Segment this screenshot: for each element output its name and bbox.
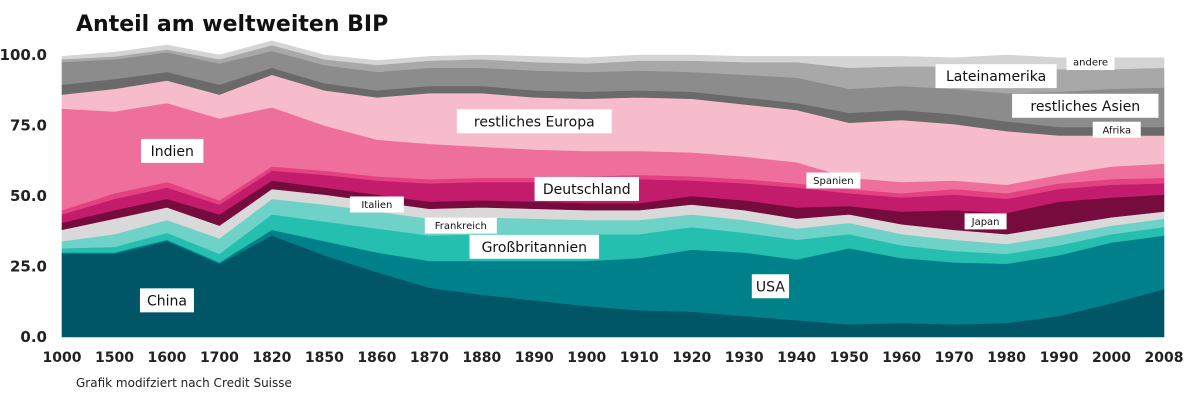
x-tick-label: 1940 [777, 350, 816, 366]
area-andere [61, 40, 1165, 70]
label-text: Afrika [1102, 125, 1131, 136]
series-label-spanien: Spanien [806, 172, 861, 189]
x-tick-label: 1920 [672, 350, 711, 366]
x-tick-label: 1900 [567, 350, 606, 366]
x-tick-label: 1500 [95, 350, 134, 366]
label-box [141, 138, 204, 163]
x-tick-label: 2008 [1145, 350, 1184, 366]
x-tick-label: 1970 [935, 350, 974, 366]
x-tick-label: 1000 [43, 350, 82, 366]
y-tick-label: 75.0 [10, 117, 47, 135]
label-text: Frankreich [435, 221, 487, 232]
label-text: Spanien [813, 176, 853, 187]
label-box [1012, 93, 1159, 118]
series-label-restliches-europa: restliches Europa [456, 109, 612, 134]
label-text: restliches Europa [474, 114, 595, 130]
label-box [935, 64, 1057, 89]
x-tick-label: 1880 [462, 350, 501, 366]
label-box [1066, 54, 1115, 71]
series-label-restliches-asien: restliches Asien [1012, 93, 1159, 118]
label-text: USA [756, 279, 785, 295]
x-tick-label: 1930 [725, 350, 764, 366]
y-axis: 100.0 75.0 50.0 25.0 0.0 [0, 46, 47, 346]
series-label-grossbritannien: Großbritannien [469, 234, 600, 259]
label-text: Indien [151, 144, 194, 160]
x-tick-label: 1820 [252, 350, 291, 366]
label-box [456, 109, 612, 134]
series-label-andere: andere [1066, 54, 1115, 71]
label-text: Großbritannien [482, 240, 587, 256]
label-text: Lateinamerika [946, 69, 1046, 85]
y-tick-label: 50.0 [10, 187, 47, 205]
series-label-deutschland: Deutschland [534, 176, 639, 201]
label-box [534, 176, 639, 201]
series-label-indien: Indien [141, 138, 204, 163]
x-tick-label: 1860 [357, 350, 396, 366]
x-tick-label: 1910 [620, 350, 659, 366]
label-text: Deutschland [543, 182, 631, 198]
series-label-china: China [139, 288, 194, 313]
label-text: andere [1073, 58, 1108, 69]
x-tick-label: 1960 [882, 350, 921, 366]
label-text: China [147, 293, 187, 309]
series-label-frankreich: Frankreich [424, 217, 497, 234]
label-box [139, 288, 194, 313]
x-tick-label: 1870 [410, 350, 449, 366]
series-label-lateinamerika: Lateinamerika [935, 64, 1057, 89]
label-box [751, 274, 790, 299]
label-text: restliches Asien [1030, 99, 1140, 115]
label-text: Italien [361, 200, 392, 211]
x-tick-label: 1990 [1040, 350, 1079, 366]
series-label-italien: Italien [349, 196, 404, 213]
x-tick-label: 1890 [515, 350, 554, 366]
chart-title: Anteil am weltweiten BIP [76, 12, 389, 37]
label-box [1092, 121, 1141, 138]
x-tick-label: 1950 [830, 350, 869, 366]
x-tick-label: 1850 [305, 350, 344, 366]
x-tick-label: 1700 [200, 350, 239, 366]
label-box [964, 213, 1007, 230]
series-label-usa: USA [751, 274, 790, 299]
series-label-japan: Japan [964, 213, 1007, 230]
area-layer [61, 40, 1165, 338]
y-tick-label: 25.0 [10, 258, 47, 276]
x-tick-label: 1600 [147, 350, 186, 366]
series-label-afrika: Afrika [1092, 121, 1141, 138]
y-tick-label: 100.0 [0, 46, 47, 64]
source-note: Grafik modifziert nach Credit Suisse [76, 376, 292, 390]
x-axis: 1000 1500 1600 1700 1820 1850 1860 1870 1880 1890… [43, 350, 1184, 366]
x-tick-label: 1980 [987, 350, 1026, 366]
x-tick-label: 2000 [1092, 350, 1131, 366]
label-box [806, 172, 861, 189]
label-box [424, 217, 497, 234]
label-text: Japan [971, 217, 1000, 228]
series-labels: China USA Großbritannien Frankreich Italien J… [139, 54, 1159, 313]
y-tick-label: 0.0 [20, 328, 47, 346]
label-box [349, 196, 404, 213]
label-box [469, 234, 600, 259]
